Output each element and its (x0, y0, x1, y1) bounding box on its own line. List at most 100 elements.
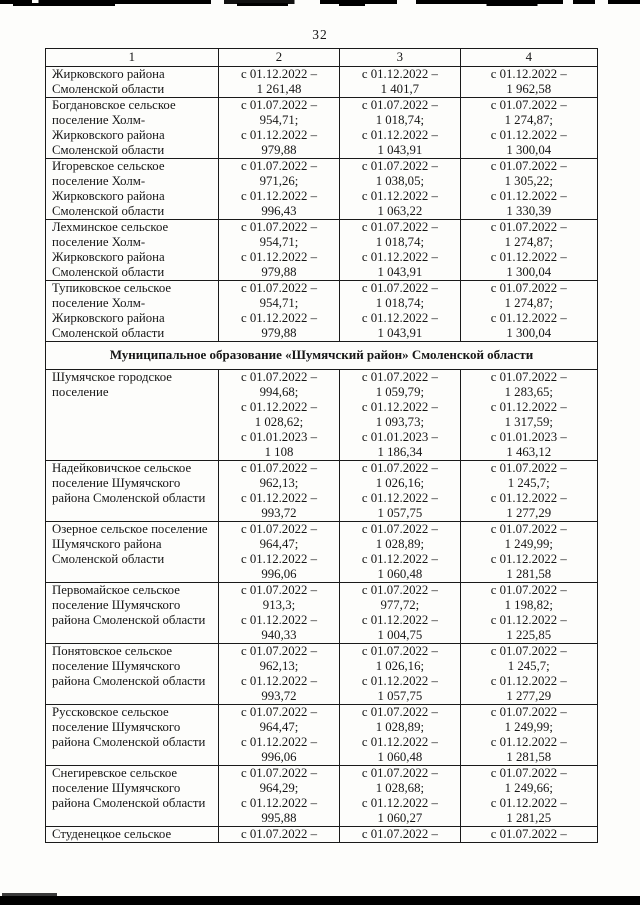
cell-line: с 01.12.2022 – (490, 674, 567, 688)
cell-line: с 01.12.2022 – (490, 67, 567, 81)
cell-line: Смоленской области (52, 143, 165, 157)
cell-line: 954,71; (259, 113, 299, 127)
cell-line: с 01.07.2022 – (490, 705, 567, 719)
cell-line: поселение Шумячского (52, 781, 181, 795)
cell-line: 964,29; (259, 781, 299, 795)
cell-line: с 01.07.2022 – (361, 461, 438, 475)
cell-line: с 01.12.2022 – (240, 491, 318, 505)
cell-line: с 01.07.2022 – (240, 827, 318, 841)
cell-line: с 01.07.2022 – (361, 370, 438, 384)
tariff-cell: с 01.07.2022 –971,26; с 01.12.2022 –996,4… (217, 158, 341, 220)
cell-line: 1 249,99; (504, 720, 553, 734)
cell-line: с 01.07.2022 – (361, 766, 438, 780)
cell-line: 1 249,66; (504, 781, 553, 795)
cell-line: с 01.12.2022 – (490, 311, 567, 325)
cell-line: Лехминское сельское (52, 220, 169, 234)
cell-line: Шумячское городское (52, 370, 172, 384)
section-header-row: Муниципальное образование «Шумячский рай… (45, 341, 598, 370)
cell-line: Студенецкое сельское (52, 827, 172, 841)
cell-line: 1 281,58 (506, 567, 552, 581)
table-row: Тупиковское сельское поселение Холм- Жирко… (45, 280, 599, 342)
cell-line: 1 245,7; (507, 476, 550, 490)
cell-line: района Смоленской области (52, 491, 206, 505)
cell-line: с 01.12.2022 – (490, 491, 567, 505)
tariff-cell: с 01.12.2022 –1 401,7 (339, 66, 461, 98)
cell-line: с 01.07.2022 – (240, 98, 318, 112)
cell-line: поселение Шумячского (52, 476, 181, 490)
cell-line: 1 060,48 (377, 750, 423, 764)
cell-line: 1 281,25 (506, 811, 552, 825)
settlement-name-cell: Понятовское сельское поселение Шумячского… (45, 643, 219, 705)
cell-line: с 01.01.2023 – (361, 430, 438, 444)
cell-line: 962,13; (259, 476, 299, 490)
cell-line: с 01.07.2022 – (490, 583, 567, 597)
tariff-cell: с 01.07.2022 –964,47; с 01.12.2022 –996,0… (217, 521, 341, 583)
cell-line: с 01.12.2022 – (490, 189, 567, 203)
cell-line: 993,72 (261, 689, 297, 703)
cell-line: с 01.07.2022 – (361, 522, 438, 536)
cell-line: с 01.12.2022 – (490, 128, 567, 142)
cell-line: с 01.12.2022 – (240, 189, 318, 203)
cell-line: с 01.07.2022 – (490, 98, 567, 112)
cell-line: 1 028,68; (375, 781, 425, 795)
cell-line: поселение Шумячского (52, 598, 181, 612)
cell-line: 1 060,48 (377, 567, 423, 581)
table-row: Игоревское сельское поселение Холм- Жирков… (45, 158, 599, 220)
cell-line: Богдановское сельское (52, 98, 176, 112)
cell-line: с 01.07.2022 – (240, 220, 318, 234)
tariff-cell: с 01.07.2022 –1 059,79; с 01.12.2022 –1 0… (339, 369, 461, 461)
settlement-name-cell: Игоревское сельское поселение Холм- Жирков… (45, 158, 219, 220)
cell-line: 954,71; (259, 296, 299, 310)
tariff-cell: с 01.07.2022 –954,71; с 01.12.2022 –979,8… (217, 97, 341, 159)
cell-line: с 01.07.2022 – (240, 766, 318, 780)
cell-line: 1 962,58 (506, 82, 552, 96)
cell-line: 913,3; (262, 598, 296, 612)
cell-line: 1 063,22 (377, 204, 423, 218)
cell-line: 1 305,22; (504, 174, 553, 188)
cell-line: с 01.12.2022 – (240, 552, 318, 566)
tariff-cell: с 01.07.2022 –1 249,99; с 01.12.2022 –1 2… (459, 704, 599, 766)
cell-line: 1 225,85 (506, 628, 552, 642)
cell-line: с 01.12.2022 – (490, 735, 567, 749)
column-header: 3 (339, 48, 461, 67)
cell-line: поселение Холм- (52, 296, 146, 310)
cell-line: 1 093,73; (375, 415, 425, 429)
cell-line: 964,47; (259, 720, 299, 734)
cell-line: 1 043,91 (377, 265, 423, 279)
cell-line: 1 277,29 (506, 506, 552, 520)
settlement-name-cell: Надейковичское сельское поселение Шумячск… (45, 460, 219, 522)
table-row: Снегиревское сельское поселение Шумячског… (45, 765, 599, 827)
tariff-cell: с 01.07.2022 –1 028,89; с 01.12.2022 –1 0… (339, 704, 461, 766)
cell-line: 1 274,87; (504, 113, 553, 127)
table-body: Жирковского района Смоленской области с 01… (45, 66, 599, 843)
cell-line: 1 057,75 (377, 506, 423, 520)
cell-line: поселение Холм- (52, 174, 146, 188)
cell-line: 979,88 (261, 143, 297, 157)
cell-line: Надейковичское сельское (52, 461, 192, 475)
cell-line: с 01.12.2022 – (361, 491, 438, 505)
cell-line: 940,33 (261, 628, 297, 642)
cell-line: 1 300,04 (506, 143, 552, 157)
cell-line: 1 108 (264, 445, 294, 459)
cell-line: с 01.12.2022 – (361, 311, 438, 325)
cell-line: Жирковского района (52, 189, 165, 203)
cell-line: 996,06 (261, 567, 297, 581)
cell-line: с 01.12.2022 – (490, 796, 567, 810)
column-header: 1 (45, 48, 219, 67)
cell-line: 1 026,16; (375, 659, 425, 673)
cell-line: с 01.12.2022 – (490, 613, 567, 627)
cell-line: с 01.12.2022 – (240, 250, 318, 264)
tariff-cell: с 01.07.2022 –1 249,99; с 01.12.2022 –1 2… (459, 521, 599, 583)
cell-line: с 01.01.2023 – (240, 430, 318, 444)
cell-line: 964,47; (259, 537, 299, 551)
table-row: Лехминское сельское поселение Холм- Жирков… (45, 219, 599, 281)
cell-line: с 01.07.2022 – (361, 583, 438, 597)
tariff-cell: с 01.07.2022 –954,71; с 01.12.2022 –979,8… (217, 280, 341, 342)
cell-line: 996,43 (261, 204, 297, 218)
cell-line: с 01.12.2022 – (240, 311, 318, 325)
tariff-cell: с 01.07.2022 –1 018,74; с 01.12.2022 –1 0… (339, 97, 461, 159)
cell-line: поселение Шумячского (52, 720, 181, 734)
cell-line: с 01.12.2022 – (240, 67, 318, 81)
